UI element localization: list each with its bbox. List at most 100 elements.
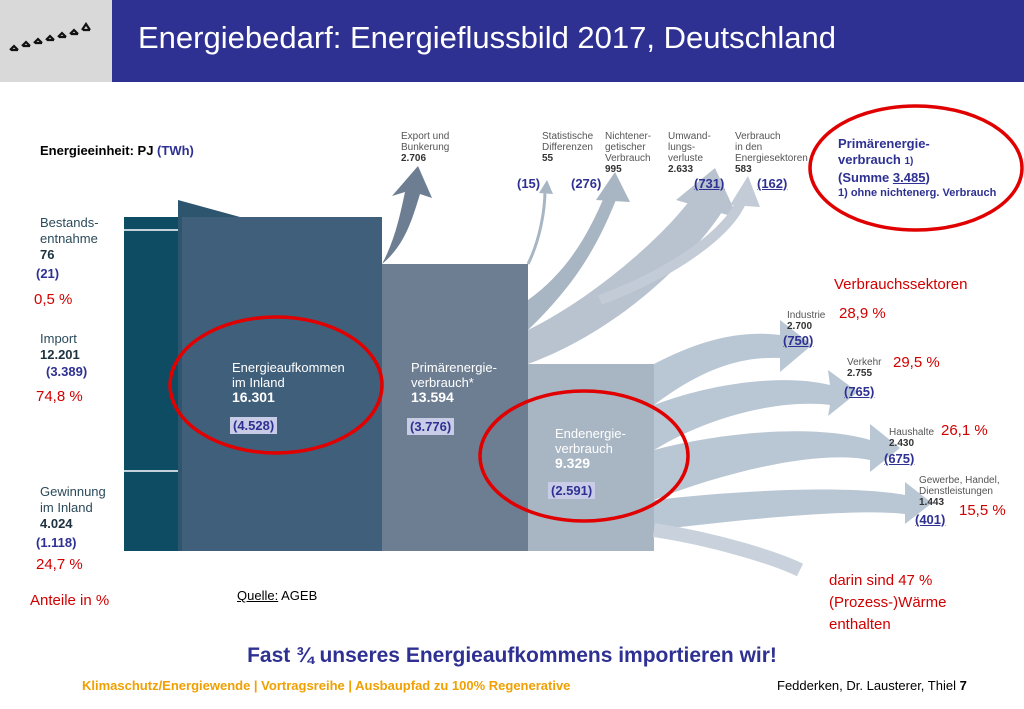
source-value: 12.201 <box>40 347 80 362</box>
source-share: 0,5 % <box>34 291 73 308</box>
sector-haushalte: Haushalte 2.430 <box>889 427 934 449</box>
footer-author-names: Fedderken, Dr. Lausterer, Thiel <box>777 678 956 693</box>
source-value: 76 <box>40 247 55 262</box>
source-value: 4.024 <box>40 516 73 531</box>
flow-label: Statistische <box>542 131 594 142</box>
flow-label: Nichtener- <box>605 131 652 142</box>
flow-label: Umwand- <box>668 131 711 142</box>
flow-label: Verbrauch <box>605 153 651 164</box>
footer-authors: Fedderken, Dr. Lausterer, Thiel 7 <box>777 678 967 693</box>
arrowhead <box>539 180 553 194</box>
aufkommen-twh: (4.528) <box>230 417 278 434</box>
title-bar <box>112 0 1024 82</box>
sector-twh: (675) <box>884 451 915 466</box>
source-label: Bestands- <box>40 215 99 230</box>
sectors-title: Verbrauchssektoren <box>834 276 968 293</box>
primaer-box <box>382 264 528 551</box>
sector-twh: (750) <box>783 333 814 348</box>
source-twh: (1.118) <box>36 535 77 550</box>
sector-label: Dienstleistungen <box>919 486 993 497</box>
sector-label: Industrie <box>787 310 826 321</box>
source-label: Gewinnung <box>40 484 106 499</box>
sector-value: 2.755 <box>847 368 873 379</box>
heat-note: darin sind 47 % (Prozess-)Wärme enthalte… <box>829 570 947 636</box>
box-label: Endenergie- <box>555 426 626 441</box>
flow-label: Bunkerung <box>401 142 450 153</box>
loss-flow-nichtenergetisch <box>528 195 618 330</box>
flow-label: Energiesektoren <box>735 153 808 164</box>
end-twh: (2.591) <box>548 482 596 499</box>
flow-value: 2.633 <box>668 164 694 175</box>
sector-share: 26,1 % <box>941 422 988 439</box>
sector-share: 15,5 % <box>959 502 1006 519</box>
unit-pj: Energieeinheit: PJ <box>40 143 154 158</box>
sector-twh: (401) <box>915 512 946 527</box>
arrowhead <box>596 172 630 202</box>
source-twh: (21) <box>36 266 60 281</box>
highlight-circle-aufkommen <box>168 315 384 455</box>
end-label: Endenergie- verbrauch 9.329 <box>555 426 626 471</box>
flow-label: Verbrauch <box>735 131 781 142</box>
flow-label-energiesektor: Verbrauch in den Energiesektoren 583 <box>735 131 808 175</box>
box-label: Energieaufkommen <box>232 360 345 375</box>
page-title: Energiebedarf: Energieflussbild 2017, De… <box>138 20 836 55</box>
sector-industrie: Industrie 2.700 <box>787 310 825 332</box>
sector-value: 2.430 <box>889 438 915 449</box>
page-number: 7 <box>959 678 967 693</box>
sector-label: Haushalte <box>889 427 935 438</box>
source-gewinnung: Gewinnung im Inland 4.024 <box>40 484 106 532</box>
arrowhead <box>676 168 738 218</box>
flow-label-statistik: Statistische Differenzen 55 <box>542 131 593 164</box>
source-label: im Inland <box>40 500 93 515</box>
source-share: 74,8 % <box>36 388 83 405</box>
loss-flow-umwandlung <box>528 200 722 364</box>
highlight-circle-prim-legend <box>808 104 1024 232</box>
primaer-twh: (3.776) <box>407 418 455 435</box>
sector-verkehr: Verkehr 2.755 <box>847 357 881 379</box>
sector-share: 29,5 % <box>893 354 940 371</box>
logo-area <box>0 0 112 82</box>
flow-twh: (276) <box>571 176 602 191</box>
legend-line: ) <box>925 170 930 185</box>
flow-label-umwandlung: Umwand- lungs- verluste 2.633 <box>668 131 711 175</box>
footnote-mark: 1) <box>904 156 914 167</box>
legend-footnote: 1) ohne nichtenerg. Verbrauch <box>838 187 997 199</box>
sector-twh: (765) <box>844 384 875 399</box>
box-value: 13.594 <box>411 389 454 405</box>
legend-line: (Summe <box>838 170 893 185</box>
flow-value: 583 <box>735 164 752 175</box>
sector-share: 28,9 % <box>839 305 886 322</box>
flow-label: Export und <box>401 131 450 142</box>
sector-flow-haushalte <box>654 424 900 500</box>
legend-line: verbrauch <box>838 152 901 167</box>
source-citation-value: AGEB <box>281 588 318 603</box>
highlight-circle-end <box>478 389 690 523</box>
arrowhead <box>730 176 760 207</box>
box-label: verbrauch* <box>411 375 474 390</box>
sector-flow-gewerbe <box>654 482 932 530</box>
source-import: Import 12.201 <box>40 331 80 363</box>
flow-label-nichtenergetisch: Nichtener- getischer Verbrauch 995 <box>605 131 651 175</box>
sector-value: 1.443 <box>919 497 945 508</box>
note-line: darin sind 47 % <box>829 572 933 589</box>
source-twh: (3.389) <box>46 364 88 379</box>
flow-twh: (15) <box>517 176 541 191</box>
logo-wave-icon <box>9 22 91 52</box>
flow-label: lungs- <box>668 142 696 153</box>
flow-label: verluste <box>668 153 704 164</box>
sector-value: 2.700 <box>787 321 813 332</box>
footer-series: Klimaschutz/Energiewende | Vortragsreihe… <box>82 678 571 693</box>
unit-twh: (TWh) <box>157 143 194 158</box>
note-line: (Prozess-)Wärme <box>829 594 947 611</box>
flow-value: 2.706 <box>401 153 427 164</box>
box-value: 16.301 <box>232 389 275 405</box>
flow-value: 55 <box>542 153 554 164</box>
flow-value: 995 <box>605 164 622 175</box>
source-citation-label: Quelle: <box>237 588 279 603</box>
shares-label: Anteile in % <box>30 592 110 609</box>
export-flow-arrow <box>382 166 432 264</box>
source-bestandsentnahme: Bestands- entnahme 76 <box>40 215 99 263</box>
energy-unit-label: Energieeinheit: PJ (TWh) <box>40 143 194 158</box>
box-label: verbrauch <box>555 441 613 456</box>
